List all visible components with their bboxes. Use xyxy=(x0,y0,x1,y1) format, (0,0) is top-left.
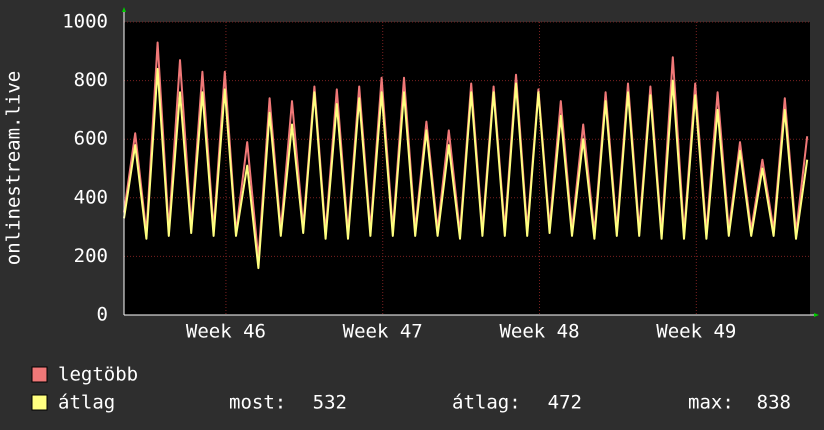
x-tick-label: Week 49 xyxy=(656,321,736,343)
legend-swatch xyxy=(31,394,48,411)
series-line xyxy=(123,67,809,270)
stat-value: 472 xyxy=(548,392,582,414)
y-tick-label: 600 xyxy=(74,128,108,150)
stat-label: most: xyxy=(229,392,286,414)
stat-value: 838 xyxy=(757,392,791,414)
y-tick-label: 800 xyxy=(74,69,108,91)
legend-label: legtöbb xyxy=(58,364,138,386)
y-tick-label: 400 xyxy=(74,186,108,208)
legend-swatch xyxy=(31,366,48,383)
y-tick-label: 200 xyxy=(74,245,108,267)
x-tick-label: Week 47 xyxy=(343,321,423,343)
stat-value: 532 xyxy=(313,392,347,414)
axis-arrow xyxy=(814,313,819,317)
legend-label: átlag xyxy=(58,392,115,414)
x-tick-label: Week 46 xyxy=(186,321,266,343)
x-tick-label: Week 48 xyxy=(499,321,579,343)
y-tick-label: 1000 xyxy=(62,11,108,33)
y-axis-label: onlinestream.live xyxy=(3,71,25,265)
plot-area xyxy=(124,22,810,315)
y-tick-label: 0 xyxy=(97,304,108,326)
axis-arrow xyxy=(122,7,126,12)
stat-label: átlag: xyxy=(452,392,521,414)
stat-label: max: xyxy=(688,392,734,414)
